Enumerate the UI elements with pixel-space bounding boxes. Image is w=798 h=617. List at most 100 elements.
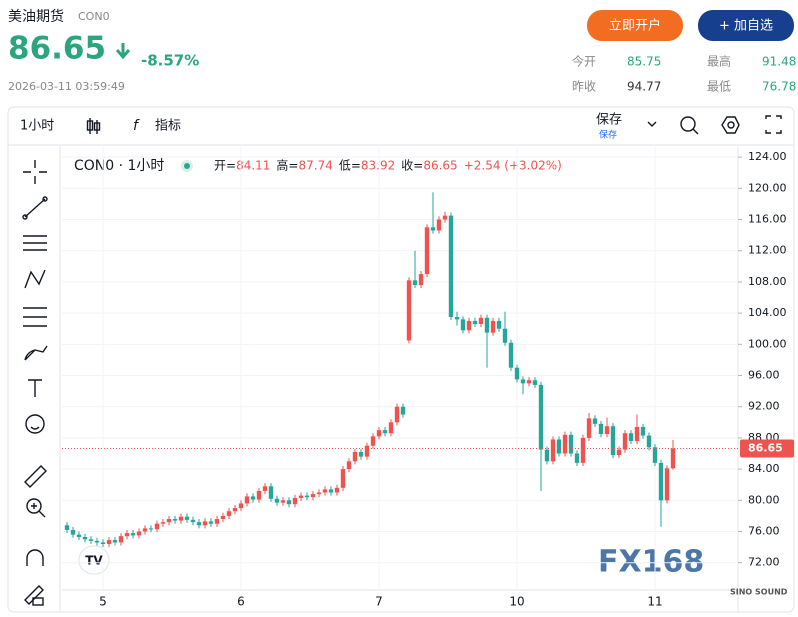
candle-body	[550, 439, 556, 462]
candle-type-icon[interactable]	[86, 118, 101, 134]
candle-body	[88, 539, 94, 541]
stat-value: 91.48	[762, 55, 796, 69]
legend-ohlc-value: 87.74	[298, 159, 332, 173]
candle-body	[322, 489, 328, 493]
y-tick-label: 96.00	[748, 369, 780, 382]
candle-body	[424, 227, 430, 275]
y-tick-label: 112.00	[748, 244, 787, 257]
instrument-title: 美油期货	[8, 8, 64, 25]
y-tick-label: 84.00	[748, 462, 780, 475]
tv-logo[interactable]	[78, 545, 110, 575]
y-tick-label: 124.00	[748, 150, 787, 163]
save-button[interactable]: 保存	[596, 113, 622, 128]
candle-body	[190, 519, 196, 523]
candle-body	[64, 525, 70, 530]
candle-body	[118, 536, 124, 543]
candle-body	[574, 453, 580, 463]
candle-body	[316, 492, 322, 495]
candle-body	[76, 534, 82, 537]
interval-button[interactable]: 1小时	[20, 119, 54, 134]
tv-logo-text: TV	[85, 554, 103, 568]
candle-body	[640, 426, 646, 436]
legend-title: CON0 · 1小时	[74, 158, 164, 174]
save-sub: 保存	[599, 129, 617, 141]
x-tick-label: 5	[99, 595, 107, 609]
candle-body	[634, 426, 640, 442]
instrument-code: CON0	[78, 10, 110, 23]
candle-body	[466, 320, 472, 331]
candle-body	[178, 516, 184, 521]
candle-body	[340, 469, 346, 488]
candle-body	[334, 487, 340, 493]
last-price: 86.65	[8, 31, 106, 67]
candle-body	[304, 495, 310, 498]
candle-body	[514, 367, 520, 380]
candle-body	[106, 540, 112, 544]
candle-body	[406, 280, 412, 341]
stat-label: 最高	[707, 54, 731, 69]
indicators-button[interactable]: 指标	[155, 119, 181, 134]
stat-label: 最低	[707, 80, 731, 94]
legend-ohlc-label: 收=	[401, 159, 423, 173]
candle-body	[328, 489, 334, 493]
candle-body	[82, 536, 88, 540]
open-account-button[interactable]	[587, 10, 683, 41]
candle-body	[472, 320, 478, 325]
candle-body	[598, 423, 604, 435]
timestamp: 2026-03-11 03:59:49	[8, 80, 125, 93]
open-account-label[interactable]: 立即开户	[609, 18, 661, 34]
legend-ohlc-label: 高=	[276, 158, 298, 173]
save-dropdown[interactable]	[647, 121, 657, 127]
candle-body	[136, 531, 142, 536]
candle-body	[544, 449, 550, 462]
down-arrow	[115, 43, 131, 60]
legend-ohlc-value: 86.65	[423, 159, 457, 173]
candle-body	[268, 486, 274, 499]
candle-body	[520, 379, 526, 384]
candle-body	[142, 528, 148, 532]
stat-value: 85.75	[627, 55, 661, 69]
toolbar-icons[interactable]	[680, 115, 782, 135]
legend-change: +2.54 (+3.02%)	[464, 159, 562, 173]
candle-body	[604, 426, 610, 435]
candle-body	[418, 274, 424, 286]
candle-body	[262, 486, 268, 491]
candle-body	[346, 461, 352, 470]
y-tick-label: 100.00	[748, 337, 787, 350]
candle-body	[124, 533, 130, 537]
chart-frame	[7, 106, 795, 613]
y-tick-label: 72.00	[748, 556, 780, 569]
candle-body	[538, 384, 544, 450]
candle-body	[502, 328, 508, 343]
candle-body	[172, 519, 178, 521]
watchlist-button[interactable]	[698, 10, 794, 41]
candle-body	[664, 468, 670, 501]
candle-body	[430, 227, 436, 231]
candle-body	[166, 519, 172, 523]
candle-body	[400, 406, 406, 415]
candle-body	[478, 317, 484, 325]
candle-body	[214, 519, 220, 524]
candle-body	[448, 215, 454, 318]
logo: FX168	[598, 545, 704, 580]
candle-body	[226, 511, 232, 516]
candle-body	[220, 515, 226, 520]
candle-body	[532, 380, 538, 385]
y-tick-label: 80.00	[748, 493, 780, 506]
candle-body	[616, 449, 622, 456]
watchlist-label[interactable]: + 加自选	[719, 19, 773, 34]
candle-body	[244, 496, 250, 504]
candle-body	[250, 496, 256, 500]
candle-body	[628, 433, 634, 442]
candle-body	[388, 422, 394, 434]
candle-body	[592, 418, 598, 424]
status-dot	[184, 163, 190, 169]
candle-body	[148, 528, 154, 530]
candle-body	[442, 215, 448, 220]
drawing-tools[interactable]	[22, 160, 48, 606]
candle-body	[274, 498, 280, 503]
candle-body	[376, 430, 382, 437]
candle-body	[568, 434, 574, 454]
legend-ohlc-value: 83.92	[361, 159, 395, 173]
